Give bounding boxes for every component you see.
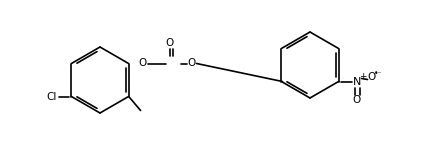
Text: O: O	[187, 59, 196, 69]
Text: +: +	[359, 72, 366, 81]
Text: •⁻: •⁻	[374, 69, 383, 78]
Text: O: O	[138, 59, 147, 69]
Text: O: O	[165, 38, 174, 48]
Text: Cl: Cl	[46, 92, 57, 102]
Text: O: O	[367, 71, 376, 81]
Text: N: N	[352, 76, 361, 86]
Text: O: O	[352, 95, 361, 105]
